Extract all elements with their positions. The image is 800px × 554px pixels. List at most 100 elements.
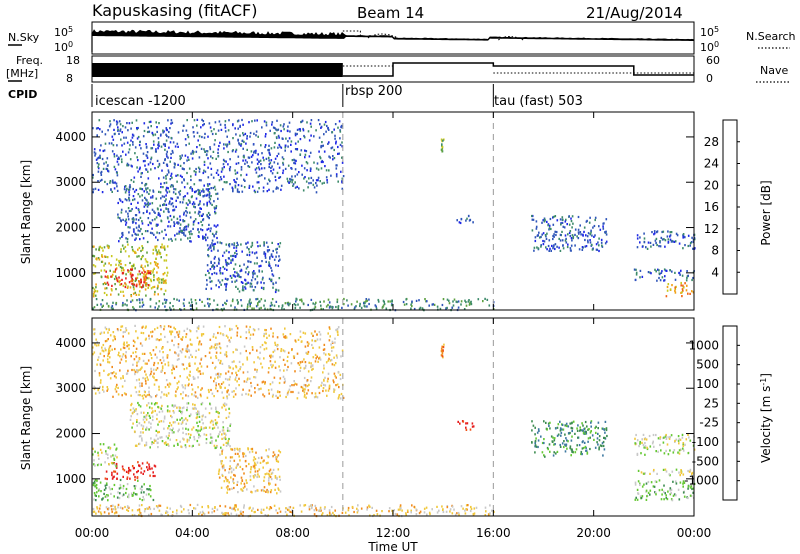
echo-cell — [256, 303, 259, 307]
echo-cell — [486, 298, 489, 301]
echo-cell — [246, 148, 248, 151]
echo-cell — [306, 121, 308, 124]
echo-cell — [158, 385, 160, 388]
echo-cell — [157, 142, 160, 145]
echo-cell — [343, 303, 345, 306]
echo-cell — [197, 429, 199, 432]
echo-cell — [257, 473, 259, 476]
echo-cell — [111, 348, 113, 351]
echo-cell — [168, 382, 171, 385]
echo-cell — [95, 494, 97, 497]
echo-cell — [218, 345, 221, 348]
echo-cell — [291, 178, 294, 182]
echo-cell — [572, 235, 575, 238]
echo-cell — [216, 224, 219, 227]
echo-cell — [287, 301, 289, 304]
echo-cell — [254, 463, 256, 466]
echo-cell — [182, 420, 184, 423]
echo-cell — [164, 144, 166, 147]
echo-cell — [104, 326, 107, 329]
echo-cell — [136, 493, 138, 496]
echo-cell — [164, 143, 166, 146]
echo-cell — [268, 159, 270, 162]
echo-cell — [277, 128, 280, 131]
echo-cell — [263, 242, 265, 245]
echo-cell — [639, 276, 641, 279]
echo-cell — [239, 352, 242, 355]
echo-cell — [689, 292, 691, 295]
echo-cell — [545, 235, 547, 238]
echo-cell — [170, 136, 173, 140]
echo-cell — [210, 407, 213, 410]
echo-cell — [687, 496, 689, 500]
echo-cell — [103, 369, 105, 372]
echo-cell — [603, 222, 605, 225]
echo-cell — [215, 387, 217, 390]
echo-cell — [234, 127, 236, 130]
echo-cell — [333, 356, 335, 359]
echo-cell — [457, 511, 460, 515]
echo-cell — [200, 126, 202, 129]
echo-cell — [231, 150, 234, 153]
echo-cell — [686, 284, 688, 287]
echo-cell — [164, 158, 166, 162]
echo-cell — [159, 191, 162, 194]
echo-cell — [668, 473, 671, 476]
echo-cell — [198, 214, 201, 217]
echo-cell — [354, 306, 356, 309]
echo-cell — [183, 186, 186, 189]
echo-cell — [94, 482, 96, 485]
echo-cell — [278, 305, 280, 308]
echo-cell — [641, 441, 643, 444]
echo-cell — [269, 491, 272, 494]
echo-cell — [240, 304, 243, 307]
echo-cell — [150, 278, 152, 281]
echo-cell — [377, 300, 380, 303]
echo-cell — [110, 455, 112, 458]
echo-cell — [314, 504, 317, 507]
echo-cell — [578, 232, 580, 235]
echo-cell — [126, 199, 128, 202]
echo-cell — [146, 156, 149, 159]
echo-cell — [119, 478, 122, 482]
echo-cell — [316, 355, 318, 358]
echo-cell — [327, 359, 330, 362]
echo-cell — [239, 368, 241, 371]
echo-cell — [187, 349, 190, 352]
echo-cell — [296, 185, 298, 188]
echo-cell — [180, 422, 183, 425]
echo-cell — [554, 443, 556, 446]
echo-cell — [109, 123, 112, 126]
echo-cell — [560, 434, 562, 437]
echo-cell — [634, 442, 636, 445]
echo-cell — [254, 368, 256, 371]
echo-cell — [277, 152, 280, 155]
echo-cell — [122, 353, 125, 356]
echo-cell — [138, 504, 141, 507]
echo-cell — [241, 468, 244, 471]
echo-cell — [99, 443, 102, 446]
echo-cell — [161, 195, 164, 198]
echo-cell — [313, 339, 316, 343]
echo-cell — [217, 155, 219, 158]
echo-cell — [323, 367, 325, 370]
echo-cell — [136, 166, 138, 169]
echo-cell — [294, 162, 297, 165]
echo-cell — [675, 438, 678, 441]
echo-cell — [105, 287, 108, 290]
echo-cell — [199, 435, 202, 438]
echo-cell — [673, 240, 676, 243]
echo-cell — [225, 263, 228, 266]
echo-cell — [246, 137, 248, 140]
echo-cell — [190, 186, 192, 189]
nsky-series-band — [92, 29, 694, 41]
echo-cell — [426, 513, 428, 516]
echo-cell — [140, 265, 142, 268]
echo-cell — [161, 246, 163, 249]
echo-cell — [366, 305, 368, 308]
echo-cell — [283, 335, 285, 339]
echo-cell — [678, 449, 681, 452]
echo-cell — [111, 308, 114, 311]
echo-cell — [576, 429, 579, 432]
echo-cell — [128, 281, 131, 284]
